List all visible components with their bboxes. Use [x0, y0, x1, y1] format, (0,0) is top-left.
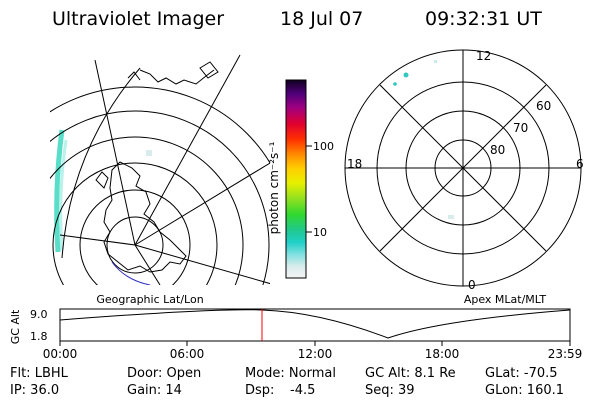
glon-info: GLon: 160.1 [485, 383, 565, 398]
mlt-label-0: 0 [468, 278, 476, 292]
mlat-label-60: 60 [536, 99, 551, 113]
time-tick: 23:59 [548, 347, 583, 361]
gain-info: Gain: 14 [127, 383, 182, 398]
instrument-title: Ultraviolet Imager [52, 8, 225, 30]
color-bar: 100 10 photon cm⁻²s⁻¹ [267, 79, 334, 279]
filter-info: Flt: LBHL [10, 366, 68, 381]
time-tick: 12:00 [298, 347, 333, 361]
time-label: 09:32:31 UT [425, 8, 542, 30]
time-tick: 18:00 [425, 347, 460, 361]
glat-info: GLat: -70.5 [485, 366, 558, 381]
polar-map-label: Apex MLat/MLT [464, 293, 547, 306]
colorbar-tick-100: 100 [313, 140, 334, 153]
mlat-label-80: 80 [490, 143, 505, 157]
time-tick: 06:00 [170, 347, 205, 361]
aurora-spot [393, 82, 397, 86]
mlat-label-70: 70 [513, 121, 528, 135]
date-label: 18 Jul 07 [280, 8, 364, 30]
mlt-label-6: 6 [576, 157, 584, 171]
ip-info: IP: 36.0 [10, 383, 60, 398]
aurora-spot [403, 72, 409, 78]
mode-info: Mode: Normal [245, 366, 336, 381]
polar-dial [344, 49, 582, 287]
altitude-plot: GC Alt 9.0 1.8 00:00 06:00 12:00 18:00 2… [9, 308, 582, 361]
door-info: Door: Open [127, 366, 202, 381]
geographic-map [50, 54, 270, 285]
mlt-label-12: 12 [476, 49, 491, 63]
dsp-value: -4.5 [290, 383, 316, 398]
altitude-tick-1: 1.8 [30, 330, 48, 343]
altitude-tick-9: 9.0 [30, 308, 48, 321]
dsp-label: Dsp: [245, 383, 275, 398]
seq-info: Seq: 39 [365, 383, 415, 398]
geo-map-label: Geographic Lat/Lon [96, 293, 203, 306]
colorbar-unit: photon cm⁻²s⁻¹ [267, 141, 281, 234]
gc-alt-info: GC Alt: 8.1 Re [365, 366, 456, 381]
altitude-axis-label: GC Alt [9, 309, 22, 344]
mlt-label-18: 18 [347, 157, 362, 171]
colorbar-tick-10: 10 [313, 226, 327, 239]
time-tick: 00:00 [43, 347, 78, 361]
